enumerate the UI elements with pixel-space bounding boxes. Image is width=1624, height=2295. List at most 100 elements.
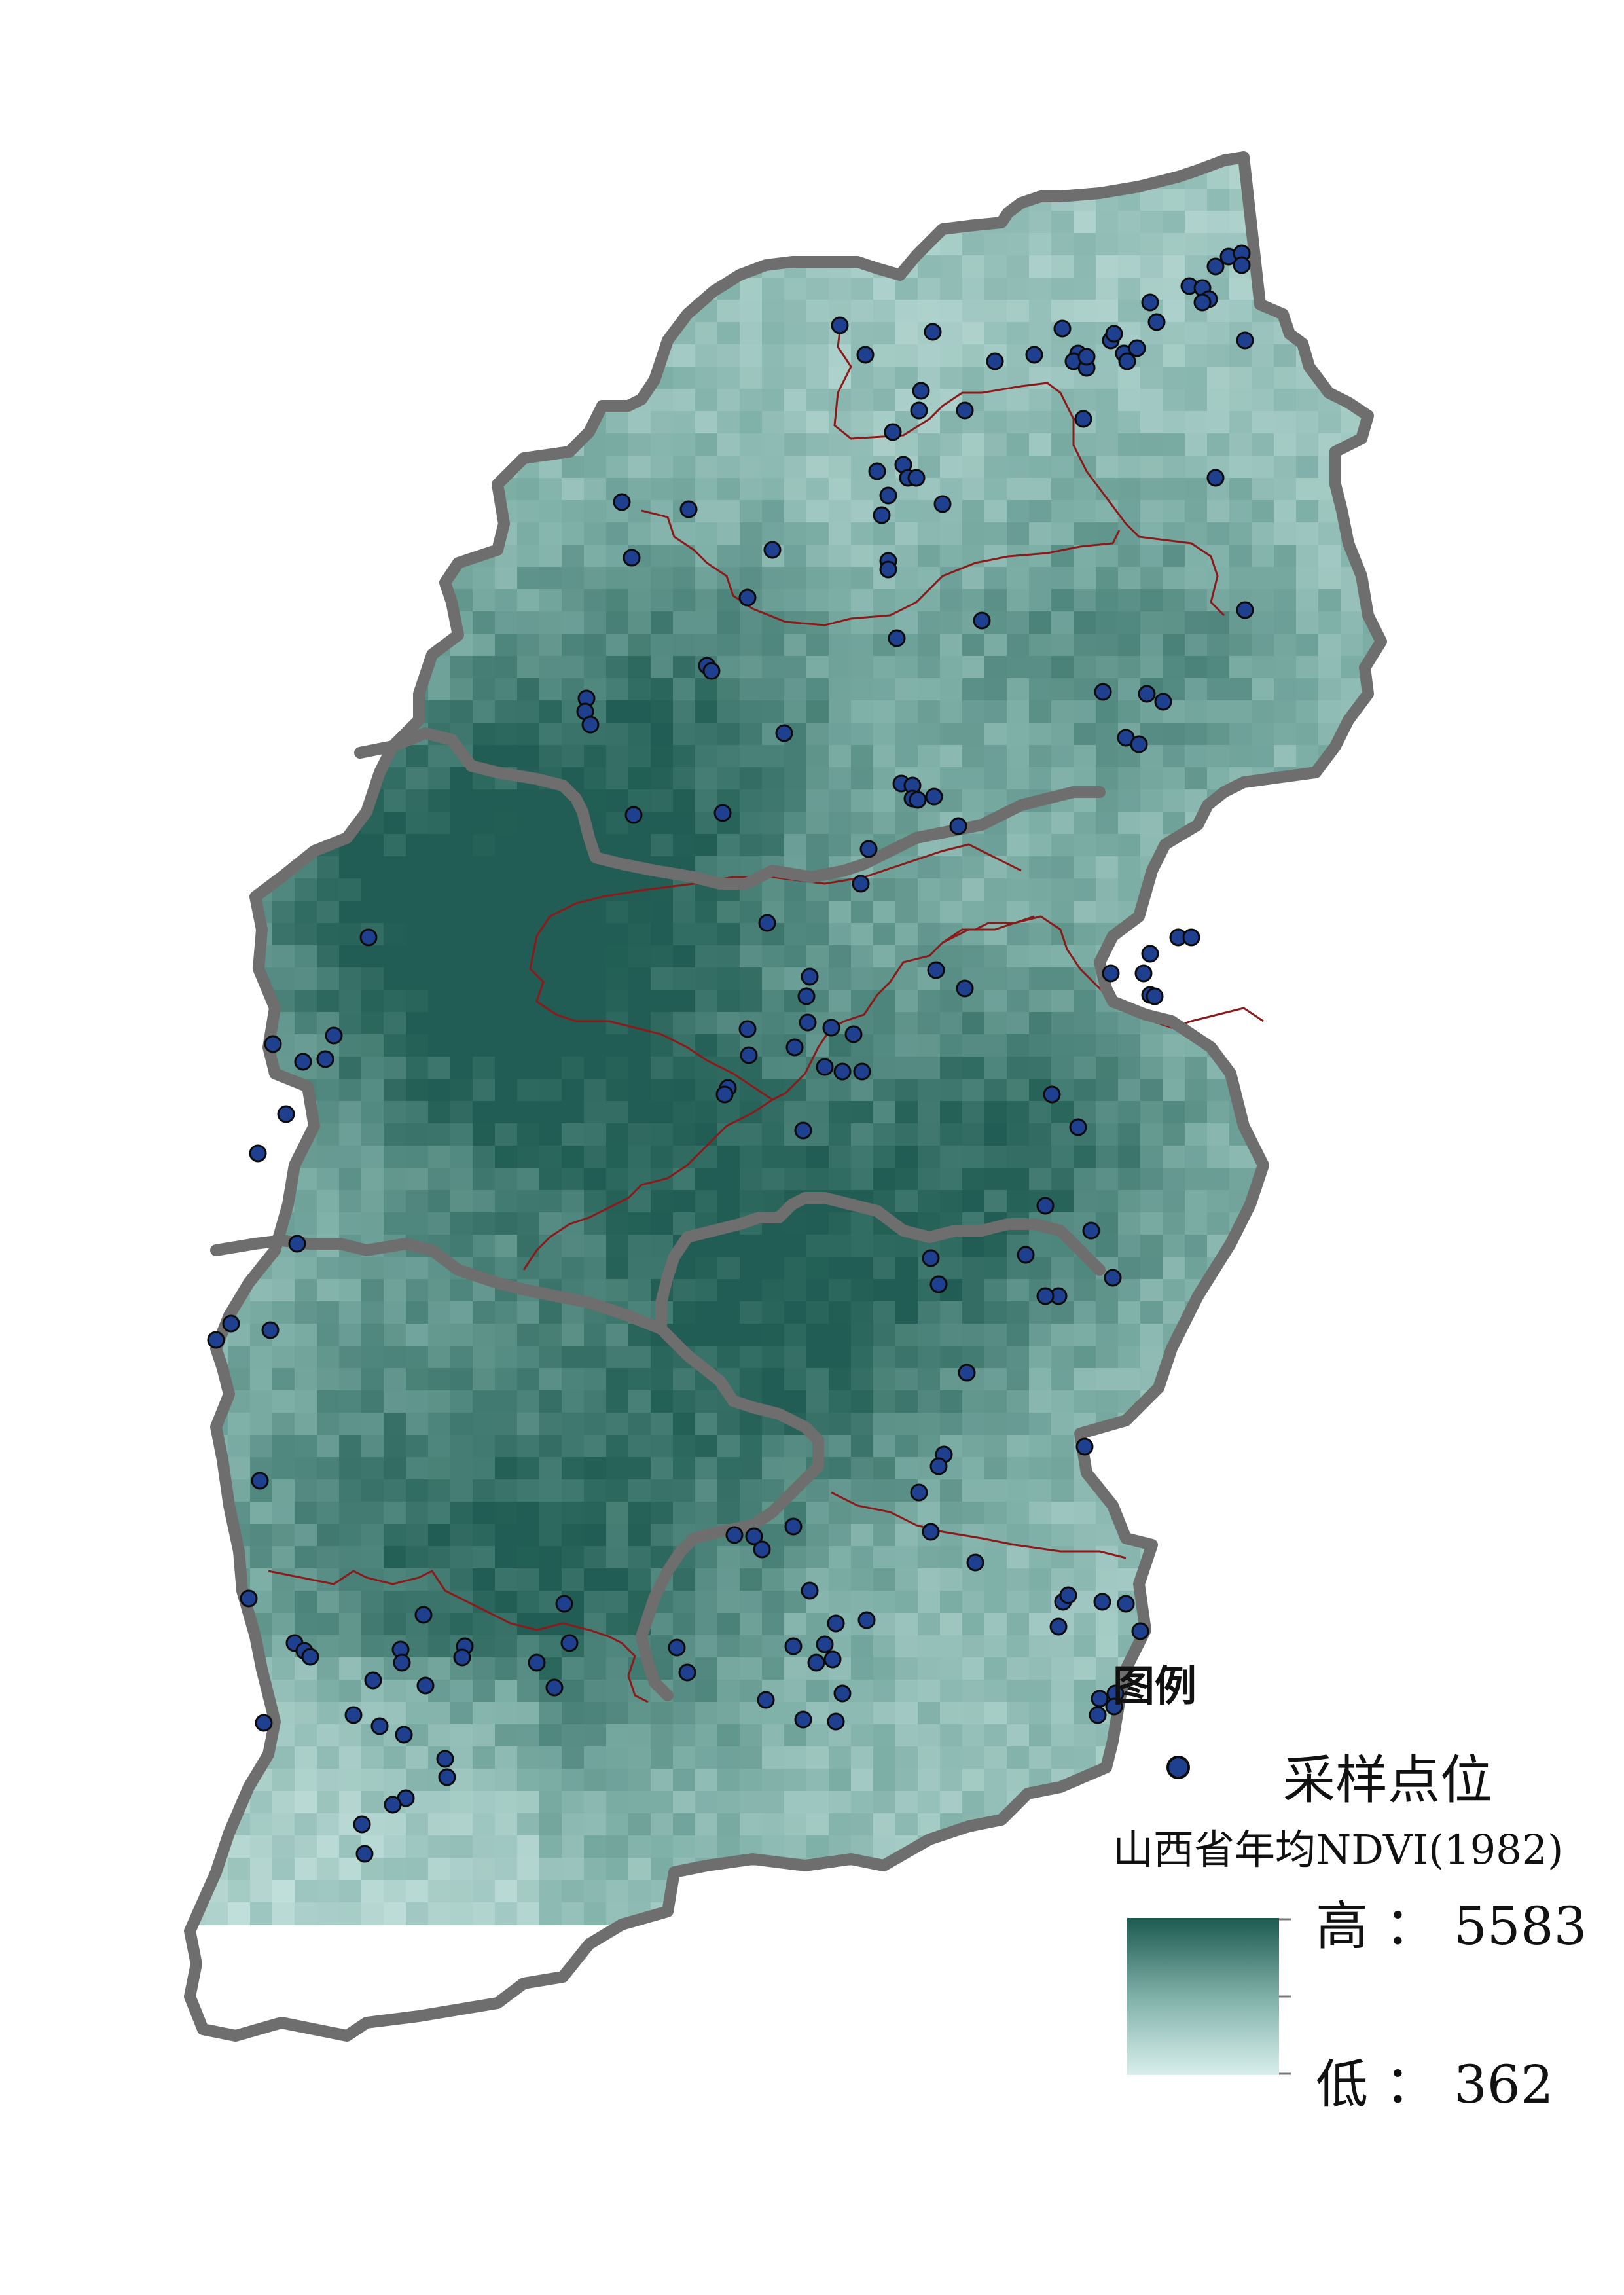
sample-point bbox=[301, 1648, 319, 1666]
sample-point bbox=[1105, 325, 1123, 343]
sample-point bbox=[873, 506, 891, 524]
sample-point bbox=[816, 1058, 834, 1076]
sample-point bbox=[1036, 1287, 1055, 1305]
sample-point bbox=[393, 1653, 411, 1672]
province-outline bbox=[184, 151, 1387, 2042]
sample-point bbox=[888, 629, 906, 647]
sample-point bbox=[679, 500, 698, 518]
sample-point bbox=[973, 611, 991, 630]
sample-point bbox=[816, 1635, 834, 1653]
sample-point bbox=[613, 493, 631, 511]
county-boundary bbox=[942, 915, 1264, 1029]
sample-point bbox=[827, 1614, 845, 1633]
sample-point bbox=[294, 1053, 312, 1071]
sample-point bbox=[910, 1483, 928, 1502]
sample-point bbox=[801, 967, 819, 986]
sample-point bbox=[912, 382, 930, 400]
sample-point bbox=[623, 549, 641, 567]
sample-point bbox=[856, 346, 875, 364]
sample-point bbox=[316, 1050, 334, 1068]
sample-point bbox=[1059, 1586, 1077, 1604]
sample-point bbox=[353, 1815, 371, 1834]
sample-point bbox=[1082, 1221, 1100, 1240]
sample-point bbox=[852, 875, 870, 893]
sample-point bbox=[725, 1526, 744, 1544]
sample-point bbox=[956, 979, 974, 998]
sample-point bbox=[884, 423, 902, 441]
sample-point bbox=[555, 1595, 573, 1613]
sample-point bbox=[207, 1331, 225, 1349]
sample-point bbox=[794, 1121, 812, 1140]
legend-raster-title: 山西省年均NDVI(1982) bbox=[1113, 1826, 1564, 1873]
sample-point bbox=[933, 495, 952, 513]
legend-low-label: 低 ： 362 bbox=[1316, 2054, 1554, 2115]
ramp-ticks bbox=[1279, 1918, 1291, 2075]
sample-point bbox=[1147, 313, 1166, 331]
sample-point bbox=[958, 1364, 976, 1382]
sample-point bbox=[1069, 1118, 1087, 1136]
sample-points bbox=[207, 244, 1254, 1863]
sample-point bbox=[261, 1321, 280, 1339]
sample-point bbox=[799, 1013, 817, 1032]
sample-point bbox=[956, 401, 974, 420]
sample-point bbox=[745, 1527, 763, 1545]
sample-point bbox=[1105, 1697, 1123, 1716]
sample-point bbox=[1236, 601, 1254, 619]
legend bbox=[1127, 1756, 1291, 2075]
sample-point bbox=[910, 401, 928, 420]
sample-point bbox=[794, 1710, 812, 1729]
sample-point bbox=[831, 316, 849, 334]
sample-point bbox=[453, 1648, 471, 1667]
sample-point bbox=[355, 1845, 374, 1863]
sample-point bbox=[1017, 1246, 1035, 1264]
sample-point bbox=[797, 987, 816, 1005]
sample-point bbox=[1089, 1706, 1107, 1724]
sample-point bbox=[738, 588, 757, 607]
sample-point bbox=[1128, 339, 1146, 357]
county-boundary bbox=[833, 320, 1225, 617]
sample-point bbox=[560, 1634, 579, 1652]
sample-point bbox=[1036, 1197, 1055, 1215]
sample-point bbox=[738, 1020, 757, 1038]
sample-point bbox=[1049, 1617, 1068, 1636]
sample-point bbox=[255, 1714, 273, 1732]
sample-point bbox=[370, 1717, 389, 1735]
sample-point bbox=[1074, 410, 1092, 428]
region-boundaries bbox=[184, 151, 1387, 2042]
sample-point bbox=[740, 1046, 758, 1064]
sample-point bbox=[624, 806, 643, 824]
sample-point bbox=[1138, 685, 1156, 703]
sample-point bbox=[713, 804, 732, 822]
sample-point bbox=[927, 961, 945, 979]
sample-point bbox=[801, 1581, 819, 1600]
sample-point bbox=[853, 1062, 871, 1081]
ndvi-raster bbox=[190, 157, 1381, 1925]
sample-point bbox=[395, 1726, 413, 1744]
sample-point bbox=[758, 914, 776, 932]
sample-point bbox=[922, 1249, 940, 1267]
sample-point bbox=[1154, 693, 1172, 711]
sample-point bbox=[784, 1637, 803, 1655]
sample-point bbox=[1102, 964, 1120, 983]
sample-point bbox=[1117, 1595, 1135, 1613]
sample-point bbox=[545, 1678, 564, 1697]
sample-point bbox=[678, 1663, 696, 1682]
legend-title: 图例 bbox=[1113, 1663, 1197, 1711]
sample-point bbox=[929, 1457, 948, 1475]
sample-point bbox=[222, 1314, 240, 1333]
sample-point bbox=[949, 817, 967, 835]
sample-point bbox=[1093, 1593, 1111, 1611]
county-boundaries bbox=[268, 320, 1264, 1703]
sample-point bbox=[1075, 1437, 1094, 1456]
county-boundary bbox=[831, 1491, 1127, 1559]
sample-point bbox=[1077, 348, 1096, 366]
sample-point bbox=[1182, 928, 1200, 947]
sample-point bbox=[922, 1523, 940, 1541]
sample-point bbox=[1146, 987, 1164, 1005]
sample-point bbox=[986, 352, 1004, 370]
sample-point bbox=[763, 541, 782, 559]
sample-point bbox=[785, 1038, 804, 1057]
legend-point-label: 采样点位 bbox=[1283, 1750, 1492, 1811]
sample-point bbox=[668, 1638, 686, 1657]
